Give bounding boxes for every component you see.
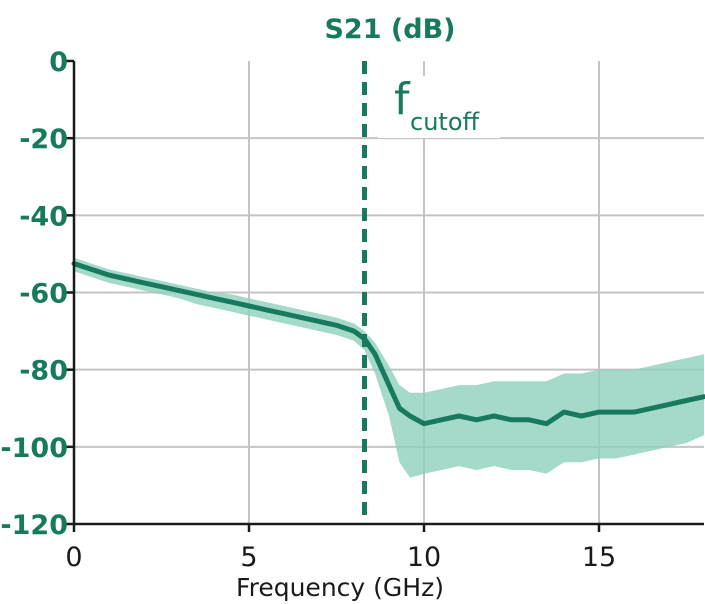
y-tick-label-5: -100 [0,433,68,464]
y-tick-label-0: 0 [49,47,68,78]
x-tick-label-3: 15 [582,542,616,573]
y-tick-label-3: -60 [19,279,68,310]
cutoff-annotation: f cutoff [378,74,500,138]
x-tick-label-2: 10 [407,542,441,573]
cutoff-label-main: f [394,74,411,125]
y-tick-label-1: -20 [19,124,68,155]
x-tick-label-0: 0 [65,542,82,573]
cutoff-label-sub: cutoff [410,108,480,136]
y-tick-label-6: -120 [0,510,68,541]
x-tick-label-1: 5 [240,542,257,573]
chart-title: S21 (dB) [324,14,455,45]
y-tick-label-2: -40 [19,201,68,232]
y-tick-label-4: -80 [19,356,68,387]
x-axis-label: Frequency (GHz) [236,573,444,602]
